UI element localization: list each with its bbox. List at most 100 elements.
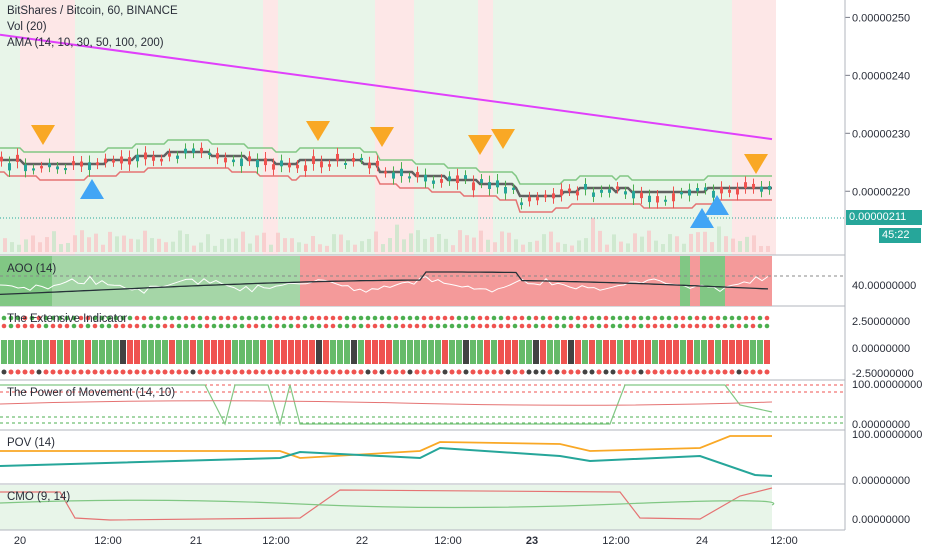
volume-bar [549, 231, 553, 252]
volume-bar [388, 238, 392, 252]
volume-bar [192, 245, 196, 252]
sell-signal-triangle [31, 125, 55, 145]
candle-body [760, 186, 763, 192]
ext-bar [456, 340, 462, 364]
cmo-green-line [0, 499, 775, 509]
ext-bar [127, 340, 133, 364]
ext-dot-top [659, 315, 665, 321]
ext-dot-bottom [295, 369, 301, 375]
ext-bar [15, 340, 21, 364]
ext-dot-bottom [197, 369, 203, 375]
volume-bar [59, 244, 63, 252]
ext-dot-mid [148, 323, 154, 329]
ext-bar [141, 340, 147, 364]
ext-bar [750, 340, 756, 364]
ext-dot-bottom [127, 369, 133, 375]
ext-dot-mid [393, 323, 399, 329]
volume-bar [493, 242, 497, 252]
candle-body [560, 189, 563, 196]
volume-bar [269, 244, 273, 252]
ext-dot-mid [197, 323, 203, 329]
ext-dot-bottom [372, 369, 378, 375]
candle-body [392, 172, 395, 179]
volume-bar [423, 238, 427, 252]
ext-dot-top [484, 315, 490, 321]
ext-dot-mid [253, 323, 259, 329]
volume-bar [444, 238, 448, 252]
ext-dot-mid [113, 323, 119, 329]
ext-dot-mid [330, 323, 336, 329]
ext-bar [715, 340, 721, 364]
candle-body [312, 156, 315, 164]
ext-dot-bottom [589, 369, 595, 375]
candle-body [464, 175, 467, 180]
volume-bar [45, 237, 49, 252]
ext-dot-mid [281, 323, 287, 329]
volume-bar [430, 237, 434, 252]
volume-bar [3, 238, 7, 252]
ext-bar [92, 340, 98, 364]
ext-dot-mid [232, 323, 238, 329]
ext-dot-bottom [687, 369, 693, 375]
extensive-label: The Extensive Indicator [7, 313, 128, 325]
ext-dot-bottom [330, 369, 336, 375]
ext-dot-bottom [666, 369, 672, 375]
price-tick-label: 0.00000250 [852, 12, 910, 24]
ext-dot-bottom [323, 369, 329, 375]
candle-body [728, 189, 731, 193]
volume-bar [24, 239, 28, 252]
volume-bar [528, 241, 532, 252]
ext-dot-top [302, 315, 308, 321]
countdown-tag: 45:22 [879, 228, 921, 243]
volume-bar [143, 230, 147, 252]
candle-body [328, 164, 331, 167]
ext-dot-mid [127, 323, 133, 329]
ext-dot-top [687, 315, 693, 321]
candle-body [432, 180, 435, 184]
ext-dot-mid [491, 323, 497, 329]
ext-bar [85, 340, 91, 364]
time-tick-label: 12:00 [94, 535, 122, 547]
ext-dot-top [190, 315, 196, 321]
candle-body [400, 168, 403, 177]
candle-body [528, 197, 531, 202]
ext-dot-top [624, 315, 630, 321]
volume-bar [185, 234, 189, 252]
ext-dot-mid [309, 323, 315, 329]
ext-dot-bottom [246, 369, 252, 375]
volume-bar [66, 242, 70, 252]
ext-dot-top [36, 315, 42, 321]
bg-stripe [263, 0, 278, 255]
candle-body [288, 163, 291, 168]
ext-bar [659, 340, 665, 364]
ext-bar [491, 340, 497, 364]
ext-dot-mid [715, 323, 721, 329]
ext-dot-mid [505, 323, 511, 329]
ext-bar [687, 340, 693, 364]
ext-dot-bottom [547, 369, 553, 375]
ext-dot-mid [274, 323, 280, 329]
ext-bar [617, 340, 623, 364]
ext-bar [533, 340, 539, 364]
ext-dot-bottom [414, 369, 420, 375]
volume-bar [395, 224, 399, 252]
bg-stripe [732, 0, 776, 255]
ext-dot-mid [316, 323, 322, 329]
ext-dot-top [582, 315, 588, 321]
ext-dot-mid [92, 323, 98, 329]
ext-axis-label: 0.00000000 [852, 343, 910, 355]
volume-bar [514, 239, 518, 252]
time-tick-label: 22 [356, 535, 368, 547]
power-of-movement-label: The Power of Movement (14, 10) [7, 387, 176, 399]
volume-bar [150, 238, 154, 252]
candle-body [248, 156, 251, 161]
pom-green-line [0, 384, 773, 427]
ext-dot-bottom [57, 369, 63, 375]
price-tick-label: 0.00000220 [852, 186, 910, 198]
ext-bar [260, 340, 266, 364]
aoo-zone [690, 256, 700, 306]
ext-dot-top [64, 315, 70, 321]
pov-orange-line [0, 435, 772, 459]
candle-body [456, 175, 459, 184]
